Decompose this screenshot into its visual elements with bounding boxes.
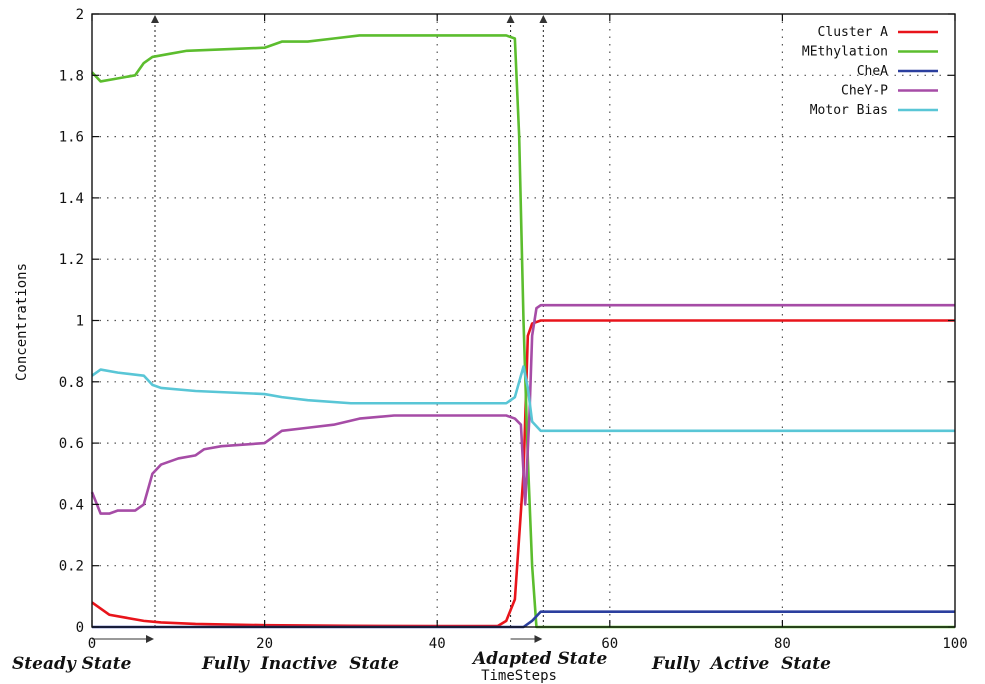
x-tick-label-3: 60 bbox=[601, 636, 618, 652]
x-axis-label: TimeSteps bbox=[481, 668, 557, 684]
x-ticks: 0 20 40 60 80 100 bbox=[88, 14, 968, 652]
series-line-chey-p bbox=[90, 303, 955, 515]
legend-label-4: Motor Bias bbox=[810, 103, 888, 118]
series-lines bbox=[90, 34, 955, 629]
y-ticks: 0 0.2 0.4 0.6 0.8 1 1.2 1.4 1.6 1.8 2 bbox=[59, 7, 955, 636]
y-tick-label-3: 0.6 bbox=[59, 436, 84, 452]
phase-label-active: Fully Active State bbox=[651, 654, 831, 674]
x-tick-label-0: 0 bbox=[88, 636, 96, 652]
x-tick-label-5: 100 bbox=[942, 636, 967, 652]
series-line-motor-bias bbox=[91, 365, 955, 433]
y-axis-label: Concentrations bbox=[14, 263, 30, 381]
phase-label-adapted: Adapted State bbox=[471, 649, 607, 669]
y-tick-label-8: 1.6 bbox=[59, 130, 84, 146]
x-tick-label-2: 40 bbox=[429, 636, 446, 652]
y-tick-label-5: 1 bbox=[76, 314, 84, 330]
legend-label-2: CheA bbox=[857, 64, 888, 79]
y-tick-label-6: 1.2 bbox=[59, 252, 84, 268]
phase-label-inactive: Fully Inactive State bbox=[201, 654, 399, 674]
y-tick-label-1: 0.2 bbox=[59, 559, 84, 575]
y-tick-label-4: 0.8 bbox=[59, 375, 84, 391]
legend: Cluster A MEthylation CheA CheY-P Motor Bias bbox=[802, 25, 938, 118]
y-tick-label-2: 0.4 bbox=[59, 497, 84, 513]
legend-label-0: Cluster A bbox=[818, 25, 889, 40]
grid bbox=[92, 14, 955, 627]
x-tick-label-1: 20 bbox=[256, 636, 273, 652]
phase-label-steady: Steady State bbox=[12, 654, 132, 674]
legend-label-1: MEthylation bbox=[802, 45, 888, 60]
legend-label-3: CheY-P bbox=[841, 84, 888, 99]
series-line-methylation bbox=[91, 34, 955, 629]
y-tick-label-0: 0 bbox=[76, 620, 84, 636]
phase-markers bbox=[92, 15, 548, 643]
x-tick-label-4: 80 bbox=[774, 636, 791, 652]
y-tick-label-10: 2 bbox=[76, 7, 84, 23]
y-tick-label-7: 1.4 bbox=[59, 191, 84, 207]
y-tick-label-9: 1.8 bbox=[59, 68, 84, 84]
